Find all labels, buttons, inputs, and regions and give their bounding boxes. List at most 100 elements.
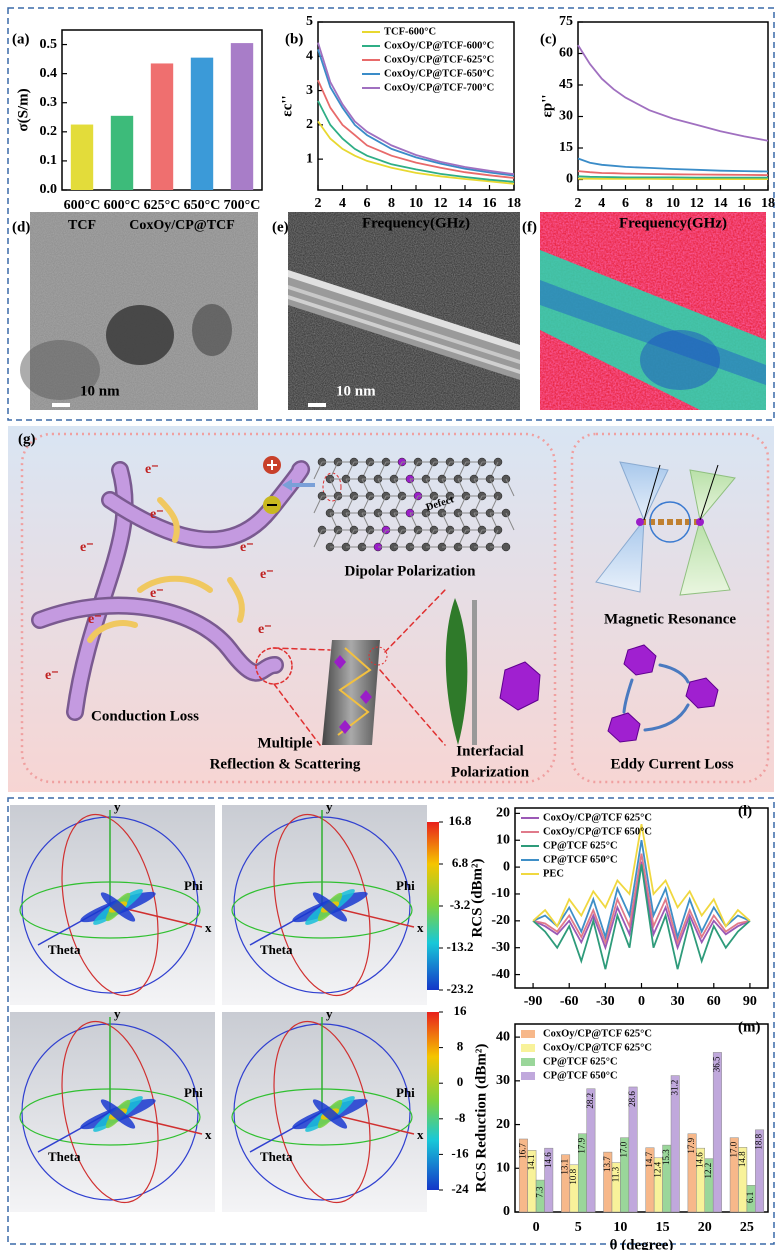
x-tick-label: 20	[698, 1220, 712, 1235]
line	[532, 853, 751, 946]
x-tick-label: 8	[646, 196, 653, 211]
y-tick-label: 0.1	[40, 153, 58, 168]
lattice	[313, 457, 515, 552]
axis-label: y	[114, 1006, 121, 1021]
y-tick-label: 1	[306, 151, 313, 166]
value-label: 10.8	[568, 1168, 578, 1184]
x-tick-label: 14	[458, 196, 472, 211]
axis-label: Theta	[48, 942, 81, 957]
x-tick-label: 14	[714, 196, 728, 211]
value-label: 12.4	[652, 1161, 662, 1177]
radiation-pattern: y x Phi Theta	[222, 1006, 427, 1212]
colorbar-label: 6.8	[452, 855, 469, 870]
x-tick-label: 12	[690, 196, 704, 211]
value-label: 17.0	[619, 1141, 629, 1157]
x-axis-label: θ (degree)	[610, 1237, 674, 1250]
line	[317, 79, 515, 179]
x-tick-label: 0	[638, 994, 645, 1009]
electron-label: e⁻	[260, 567, 274, 582]
line	[577, 44, 769, 142]
line	[577, 170, 769, 176]
radiation-pattern: y x Phi Theta	[10, 799, 215, 1005]
legend-label: CoxOy/CP@TCF-650°C	[384, 68, 494, 79]
frame-top	[7, 7, 775, 421]
line	[532, 840, 751, 941]
bar	[670, 1075, 680, 1213]
y-tick-label: 0.0	[40, 182, 58, 197]
colorbar-label: 8	[457, 1039, 464, 1054]
x-tick-label: 18	[761, 196, 775, 211]
axis-label: Phi	[396, 878, 415, 893]
colorbar-label: -13.2	[446, 939, 473, 954]
y-tick-label: -20	[491, 913, 510, 928]
y-tick-label: 10	[496, 1160, 510, 1175]
bar	[586, 1088, 596, 1213]
atom	[501, 542, 511, 552]
value-label: 6.1	[745, 1192, 755, 1203]
y-tick-label: 30	[496, 1073, 510, 1088]
value-label: 36.5	[711, 1056, 721, 1072]
x-tick-label: 16	[737, 196, 751, 211]
y-tick-label: -40	[491, 967, 510, 982]
axis-label: x	[205, 920, 212, 935]
value-label: 16.7	[517, 1143, 527, 1159]
y-axis-label: εc''	[279, 95, 295, 116]
box-left	[20, 432, 557, 784]
value-label: 31.2	[669, 1080, 679, 1096]
bar	[110, 115, 134, 190]
panel-label: (g)	[18, 431, 36, 447]
panel-label: (f)	[522, 219, 537, 235]
x-tick-label: 4	[598, 196, 605, 211]
colorbar-label: 0	[457, 1074, 464, 1089]
lobe	[100, 892, 136, 922]
panel-label: (m)	[738, 1019, 761, 1035]
x-tick-label: 625°C	[144, 198, 181, 213]
x-tick-label: 6	[622, 196, 629, 211]
axis-label: Theta	[260, 942, 293, 957]
axis-label: y	[114, 799, 121, 814]
axis-label: x	[417, 920, 424, 935]
bar	[544, 1147, 554, 1213]
y-axis-label: RCS Reduction (dBm²)	[473, 1044, 489, 1193]
lobe	[312, 892, 348, 922]
axis-label: y	[326, 1006, 333, 1021]
panel-label: (l)	[738, 803, 752, 819]
colorbar-label: 16.8	[449, 813, 472, 828]
image-f	[540, 212, 766, 410]
axis-label: Phi	[184, 878, 203, 893]
bar	[230, 43, 254, 190]
legend-label: CoxOy/CP@TCF 650°C	[543, 826, 652, 837]
x-tick-label: -30	[596, 994, 615, 1009]
value-label: 13.7	[602, 1156, 612, 1172]
frame-bottom	[7, 797, 775, 1245]
bar	[738, 1147, 748, 1213]
legend-label: PEC	[543, 868, 564, 879]
legend-swatch	[521, 1072, 535, 1080]
axis-label: Phi	[396, 1085, 415, 1100]
value-label: 11.3	[610, 1166, 620, 1182]
y-axis-label: σ(S/m)	[15, 88, 31, 131]
colorbar-label: -16	[451, 1145, 469, 1160]
bar	[755, 1129, 765, 1213]
y-axis-label: RCS (dBm²)	[469, 858, 485, 937]
y-tick-label: 4	[306, 49, 313, 64]
legend-label: CoxOy/CP@TCF 625°C	[543, 1042, 652, 1053]
x-tick-label: 600°C	[104, 198, 141, 213]
bond	[313, 529, 323, 548]
y-tick-label: 0	[503, 859, 510, 874]
colorbar-label: 16	[454, 1003, 468, 1018]
value-label: 17.9	[577, 1137, 587, 1153]
bar	[712, 1052, 722, 1213]
interface	[445, 598, 541, 745]
electron-label: e⁻	[80, 540, 94, 555]
legend-label: CP@TCF 650°C	[543, 1070, 618, 1081]
legend-label: CoxOy/CP@TCF-625°C	[384, 54, 494, 65]
value-label: 17.9	[686, 1137, 696, 1153]
panel-label: (a)	[12, 31, 30, 47]
value-label: 12.2	[703, 1163, 713, 1179]
y-tick-label: 20	[496, 1117, 510, 1132]
plot-frame	[514, 1023, 769, 1213]
electron-label: e⁻	[258, 622, 272, 637]
colorbar-label: -24	[451, 1181, 469, 1196]
label: Magnetic Resonance	[604, 611, 736, 627]
